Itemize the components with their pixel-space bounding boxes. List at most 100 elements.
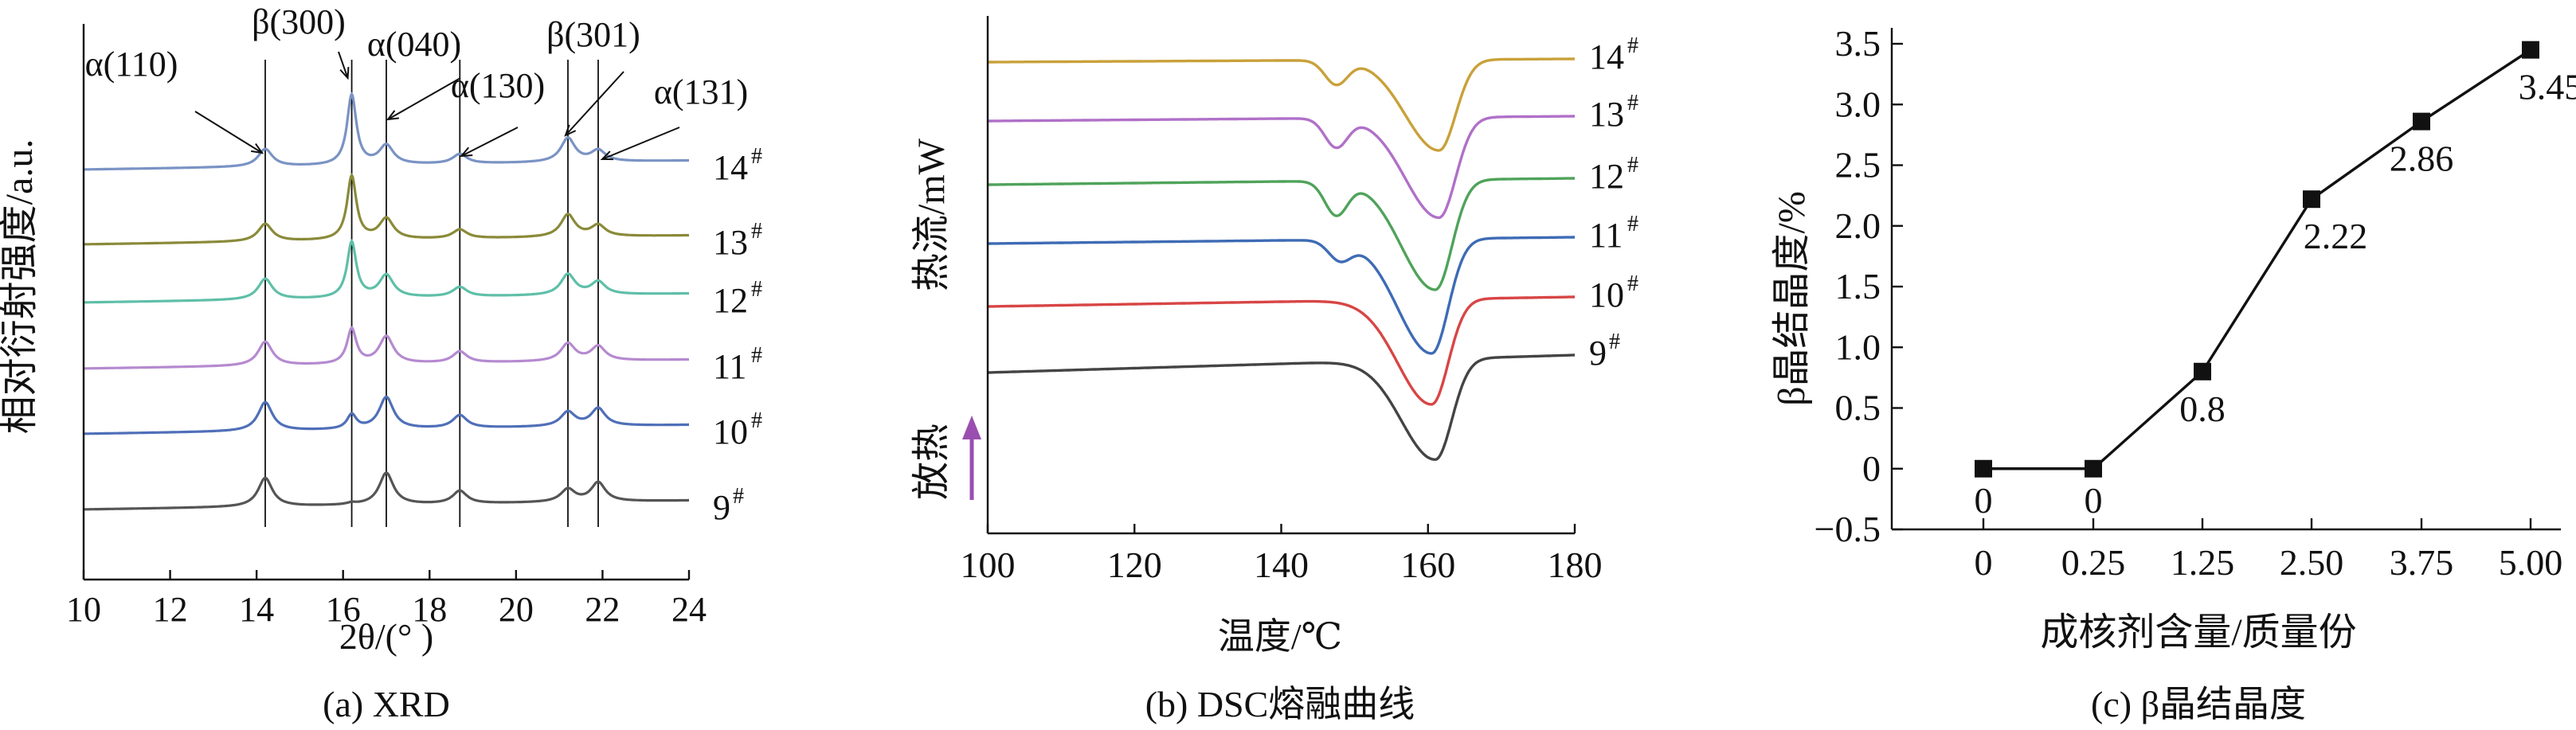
xrd-x-tick-label: 14: [239, 590, 274, 629]
crystallinity-x-tick-label: 5.00: [2499, 542, 2563, 583]
crystallinity-marker: [2522, 41, 2539, 59]
xrd-peak-arrowhead: [251, 142, 264, 154]
xrd-peak-arrow: [194, 111, 263, 154]
dsc-series-label: 12: [1589, 157, 1624, 196]
crystallinity-line: [1983, 49, 2531, 470]
crystallinity-x-tick-label: 3.75: [2390, 542, 2454, 583]
xrd-curve-13: [84, 173, 689, 246]
xrd-curve-14: [84, 91, 689, 171]
crystallinity-x-tick-label: 0.25: [2061, 542, 2126, 583]
crystallinity-data-label: 0.8: [2179, 388, 2226, 429]
xrd-x-tick-label: 24: [671, 590, 707, 629]
dsc-y-axis-label: 热流/mW: [910, 138, 953, 291]
crystallinity-y-tick-label: 3.5: [1835, 23, 1881, 64]
crystallinity-data-label: 2.22: [2304, 216, 2368, 256]
xrd-series-label: 11: [713, 347, 746, 386]
crystallinity-y-tick-label: 1.0: [1835, 326, 1881, 367]
dsc-curve-11: [988, 236, 1575, 355]
xrd-peak-arrow: [338, 51, 349, 79]
xrd-peak-reference-lines: [264, 60, 599, 527]
xrd-series-label-hash: #: [733, 484, 744, 509]
xrd-curve-11: [83, 326, 689, 370]
dsc-caption: (b) DSC熔融曲线: [1145, 684, 1415, 724]
xrd-peak-arrowhead: [459, 146, 473, 158]
crystallinity-marker: [2194, 362, 2211, 381]
dsc-x-tick-label: 120: [1107, 545, 1162, 585]
crystallinity-y-axis-label: β晶结晶度/%: [1771, 191, 1813, 406]
crystallinity-caption: (c) β晶结晶度: [2091, 684, 2306, 724]
dsc-x-axis: 100 120 140 160 180: [961, 16, 1603, 585]
dsc-curve-10: [988, 295, 1575, 406]
crystallinity-marker: [1975, 459, 1992, 478]
dsc-x-tick-label: 180: [1548, 545, 1603, 585]
xrd-peak-annotations: α(110) β(300) α(040)α(130)β(301) α(131): [85, 2, 748, 161]
xrd-peak-arrowhead: [564, 124, 577, 137]
xrd-x-tick-label: 10: [66, 590, 101, 629]
xrd-caption: (a) XRD: [323, 684, 450, 724]
xrd-curve-10: [83, 395, 689, 435]
xrd-peak-label: α(131): [654, 72, 748, 111]
dsc-series-label-hash: #: [1627, 33, 1638, 58]
crystallinity-series: 0 0 0.8 2.22 2.86 3.45: [1975, 41, 2576, 521]
xrd-peak-label: β(300): [252, 2, 346, 41]
xrd-series-labels: 14 #13 #12 #11 #10 #9 #: [713, 144, 762, 527]
xrd-peak-arrow: [387, 77, 461, 120]
dsc-curve-9: [988, 353, 1575, 461]
crystallinity-x-tick-label: 2.50: [2280, 542, 2344, 583]
xrd-series-label-hash: #: [751, 219, 762, 244]
crystallinity-y-tick-label: −0.5: [1815, 509, 1881, 549]
dsc-series-label: 10: [1589, 275, 1624, 314]
xrd-x-tick-label: 16: [326, 590, 361, 629]
dsc-curve-14: [988, 57, 1575, 152]
dsc-series-label-hash: #: [1627, 271, 1638, 296]
dsc-curve-13: [988, 115, 1575, 220]
xrd-series-label-hash: #: [751, 408, 762, 433]
dsc-series-label-hash: #: [1627, 91, 1638, 115]
crystallinity-panel: −0.5 0 0.5 1.0 1.5 2.0 2.5 3.0 3.5 0 0.25 1.25 2.50 3…: [1771, 23, 2576, 724]
xrd-series-label: 14: [713, 148, 748, 187]
crystallinity-x-tick-label: 0: [1975, 542, 1993, 583]
xrd-peak-arrowhead: [339, 66, 350, 80]
crystallinity-marker: [2413, 112, 2430, 131]
dsc-series-label: 11: [1589, 216, 1623, 255]
xrd-curve-12: [84, 239, 689, 304]
xrd-peak-arrow: [460, 127, 519, 157]
xrd-panel: α(110)β(300)α(040)α(130)β(301)α(131) 10 1…: [0, 2, 762, 724]
xrd-series-label: 13: [713, 223, 748, 262]
xrd-peak-label: α(110): [85, 45, 178, 84]
dsc-exotherm-label: 放热: [910, 424, 953, 500]
xrd-x-tick-label: 18: [412, 590, 447, 629]
xrd-peak-arrowhead: [600, 150, 614, 161]
crystallinity-y-tick-label: 2.0: [1835, 205, 1881, 246]
dsc-series-label-hash: #: [1627, 153, 1638, 178]
crystallinity-data-label: 2.86: [2390, 139, 2454, 179]
crystallinity-x-axis-label: 成核剂含量/质量份: [2040, 611, 2356, 654]
dsc-series-label-hash: #: [1627, 212, 1638, 236]
crystallinity-y-tick-label: 0: [1862, 448, 1881, 489]
dsc-series-label: 14: [1589, 37, 1624, 76]
xrd-peak-label: β(301): [546, 15, 640, 54]
crystallinity-axes: −0.5 0 0.5 1.0 1.5 2.0 2.5 3.0 3.5 0 0.25 1.25 2.50 3…: [1815, 23, 2563, 583]
crystallinity-data-label: 3.45: [2519, 67, 2576, 107]
dsc-series-label: 13: [1589, 95, 1624, 134]
dsc-x-axis-label: 温度/℃: [1218, 616, 1342, 657]
xrd-curves: [83, 91, 689, 511]
crystallinity-data-label: 0: [1975, 480, 1993, 521]
dsc-x-tick-label: 100: [961, 545, 1016, 585]
dsc-panel: 100 120 140 160 180 14 #13 #12 #11 #10 #9 # 热流/mW …: [910, 16, 1638, 724]
xrd-peak-arrow: [601, 127, 680, 160]
crystallinity-x-tick-label: 1.25: [2171, 542, 2235, 583]
xrd-series-label-hash: #: [751, 144, 762, 169]
crystallinity-y-tick-label: 0.5: [1835, 388, 1881, 428]
xrd-series-label: 10: [713, 412, 748, 451]
xrd-series-label-hash: #: [751, 277, 762, 302]
xrd-peak-arrowhead: [386, 110, 400, 121]
dsc-x-tick-label: 140: [1254, 545, 1309, 585]
exotherm-arrow-icon: [962, 416, 981, 439]
xrd-peak-arrow: [565, 71, 624, 136]
dsc-series-label-hash: #: [1609, 330, 1620, 354]
dsc-series-label: 9: [1589, 334, 1607, 373]
xrd-x-axis-label: 2θ/(° ): [339, 616, 433, 657]
dsc-curve-12: [988, 177, 1575, 291]
